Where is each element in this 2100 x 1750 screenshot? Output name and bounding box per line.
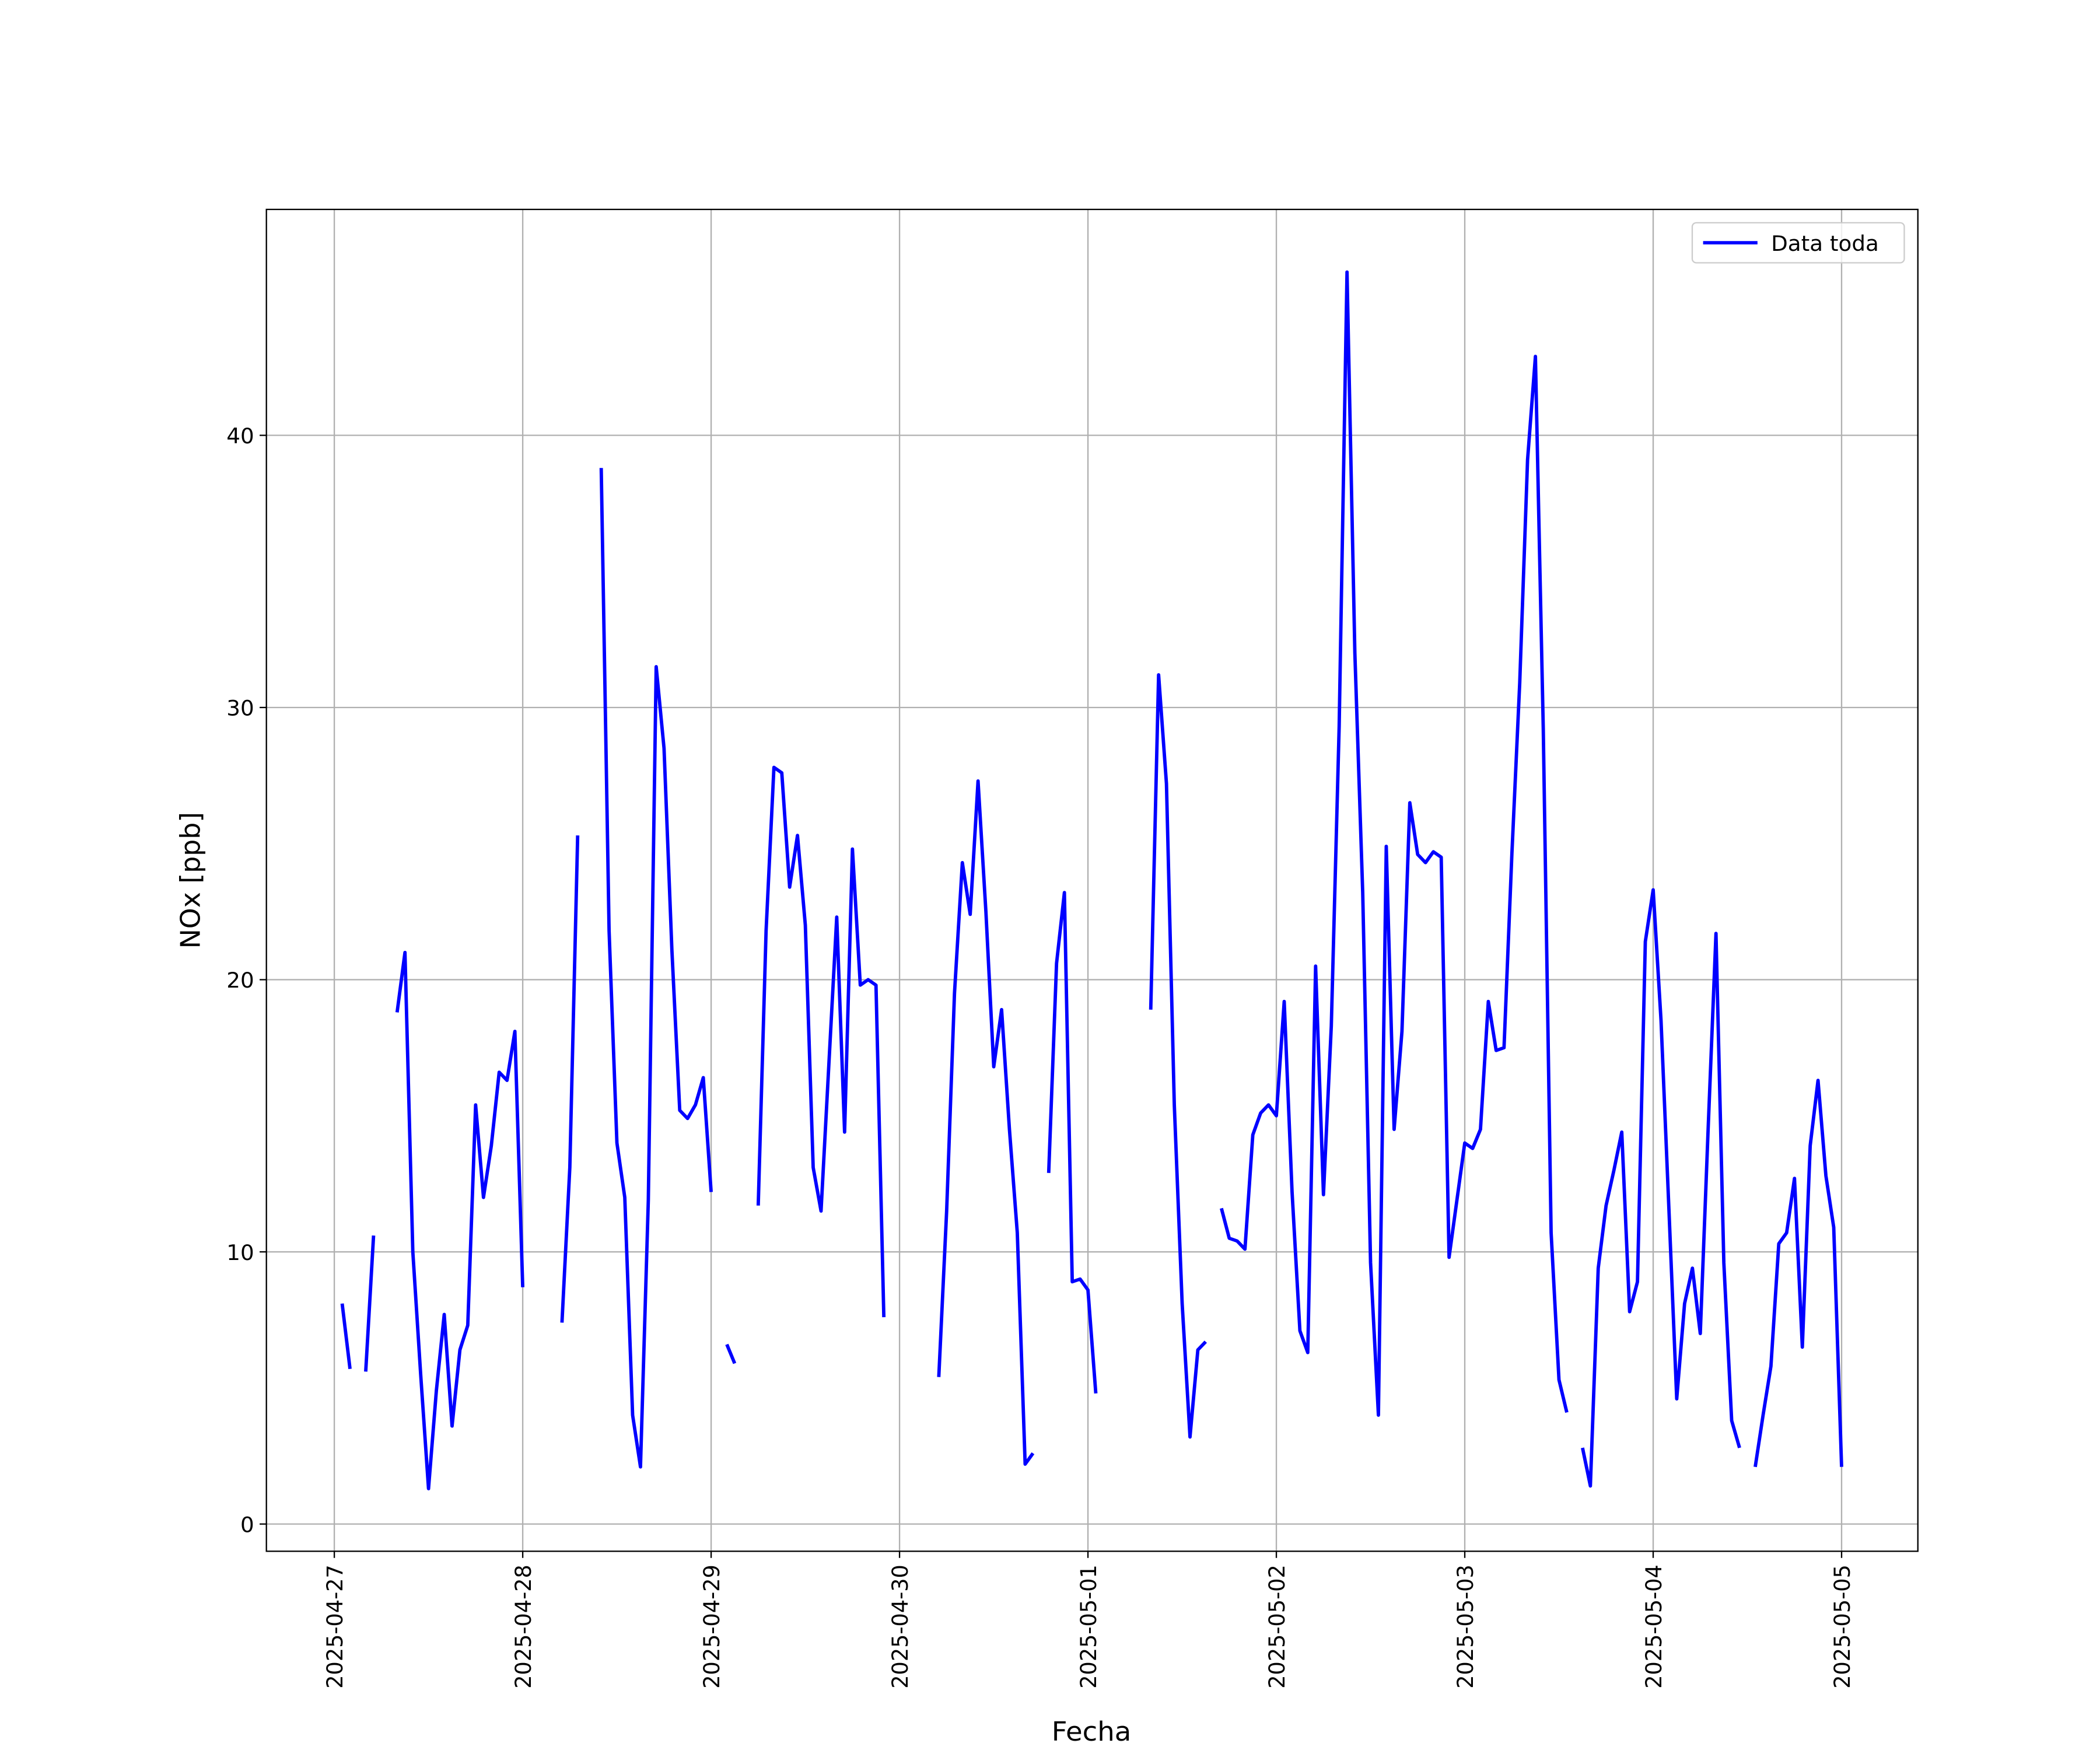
y-tick-label: 40 [226, 424, 254, 449]
x-tick-label: 2025-05-01 [1076, 1564, 1101, 1689]
y-tick-label: 10 [226, 1240, 254, 1265]
y-tick-label: 30 [226, 696, 254, 721]
x-tick-label: 2025-04-28 [511, 1564, 536, 1689]
legend: Data toda [1691, 222, 1905, 264]
x-tick-label: 2025-04-27 [323, 1564, 348, 1689]
y-tick-label: 20 [226, 968, 254, 993]
legend-label: Data toda [1771, 231, 1879, 256]
plot-frame [265, 208, 1919, 1552]
legend-box [1691, 222, 1905, 264]
y-axis-label: NOx [ppb] [174, 812, 206, 949]
y-tick-label: 0 [240, 1513, 254, 1538]
x-axis-label: Fecha [1052, 1716, 1132, 1746]
x-tick-label: 2025-05-04 [1642, 1564, 1667, 1689]
x-tick-label: 2025-05-02 [1265, 1564, 1290, 1689]
x-tick-label: 2025-04-30 [888, 1564, 913, 1689]
x-tick-label: 2025-05-03 [1453, 1564, 1478, 1689]
x-tick-label: 2025-05-05 [1830, 1564, 1855, 1689]
data-line [340, 270, 1843, 1490]
x-tick-label: 2025-04-29 [699, 1564, 724, 1689]
